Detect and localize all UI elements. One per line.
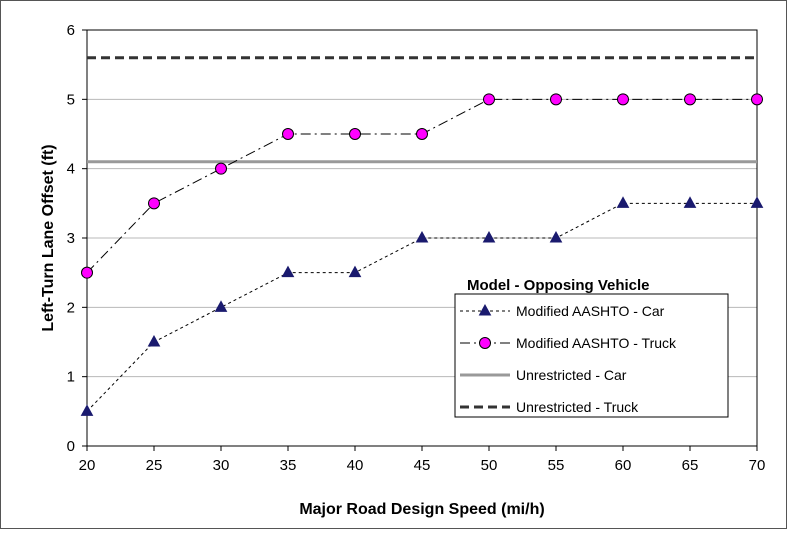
legend-box [454,293,729,418]
legend: Model - Opposing Vehicle Modified AASHTO… [454,277,729,418]
y-tick-label-5: 5 [67,91,75,108]
series-line-1 [86,98,757,274]
x-tick-label-20: 20 [79,457,96,474]
series-1-point-8 [617,93,629,106]
series-0-point-7 [549,230,563,243]
series-1-point-3 [282,128,294,140]
legend-label-0: Modified AASHTO - Car [516,303,665,319]
x-tick-label-70: 70 [749,457,766,474]
y-tick-label-1: 1 [67,369,75,386]
series-1-point-6 [483,93,495,106]
y-tick-label-4: 4 [67,161,75,178]
x-tick-label-40: 40 [347,457,364,474]
series-0-point-0 [80,404,94,416]
series-1-point-9 [684,93,696,106]
series-1-point-4 [349,128,361,140]
series-1-point-2 [215,162,227,175]
series-0-point-1 [147,334,161,347]
series-0-point-9 [683,196,697,208]
legend-label-1: Modified AASHTO - Truck [516,335,677,351]
series-1-point-5 [416,128,428,140]
legend-title: Model - Opposing Vehicle [467,277,650,294]
series-1-point-1 [148,197,160,210]
series-0-point-8 [616,196,630,208]
y-tick-label-6: 6 [67,22,75,39]
series-1-point-7 [550,93,562,106]
y-tick-label-3: 3 [67,230,75,247]
x-tick-label-25: 25 [146,457,163,474]
series-0-point-5 [415,230,429,243]
series-0-point-4 [348,265,362,278]
series-0-point-6 [482,230,496,243]
y-tick-label-0: 0 [67,438,75,455]
x-axis-title: Major Road Design Speed (mi/h) [299,501,544,518]
reference-lines [87,56,757,164]
series-line-0 [86,202,757,412]
series-1-point-0 [81,266,93,279]
legend-items: Modified AASHTO - Car Modified AASHTO - T… [460,303,677,415]
series-0-point-10 [750,196,764,208]
legend-marker-1 [479,337,491,349]
legend-label-2: Unrestricted - Car [516,367,627,383]
series-layer [80,93,764,416]
x-tick-label-45: 45 [414,457,431,474]
y-tick-label-2: 2 [67,299,75,316]
series-1-point-10 [751,93,763,106]
x-tick-label-55: 55 [548,457,565,474]
x-tick-label-65: 65 [682,457,699,474]
series-0-point-2 [214,300,228,312]
x-tick-label-50: 50 [481,457,498,474]
x-tick-label-60: 60 [615,457,632,474]
x-tick-label-30: 30 [213,457,230,474]
legend-label-3: Unrestricted - Truck [516,399,639,415]
legend-marker-0 [478,303,492,316]
x-tick-label-35: 35 [280,457,297,474]
y-axis-title: Left-Turn Lane Offset (ft) [40,144,57,331]
series-0-point-3 [281,265,295,278]
